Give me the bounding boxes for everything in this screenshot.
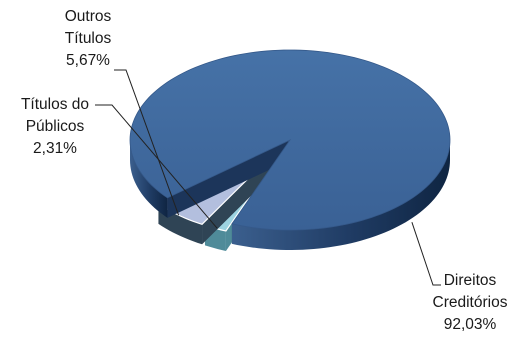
slice-label-line: Outros xyxy=(64,8,112,25)
slice-label-line: Públicos xyxy=(25,118,85,135)
leader-line-direitos xyxy=(411,222,441,286)
leader-line-outros-titulos xyxy=(114,69,180,216)
pie-slice-side xyxy=(130,140,168,218)
slices-layer xyxy=(129,49,451,251)
slice-label-direitos-creditorios: Direitos Creditórios 92,03% xyxy=(415,270,520,336)
slice-value-label: 5,67% xyxy=(66,52,110,69)
pie-slice-0 xyxy=(129,49,451,250)
pie-slice-top xyxy=(129,49,451,231)
pie-slice-side xyxy=(231,140,450,250)
slice-label-line: Direitos xyxy=(443,272,497,289)
slice-label-line: Creditórios xyxy=(432,294,508,311)
slice-value-label: 92,03% xyxy=(443,316,497,333)
leader-lines xyxy=(95,69,441,286)
slice-label-line: Títulos do xyxy=(20,96,90,113)
slice-label-line: Títulos xyxy=(64,30,112,47)
slice-label-outros-titulos: Outros Títulos 5,67% xyxy=(33,6,143,72)
leader-line-titulos-publicos xyxy=(95,104,218,229)
slice-value-label: 2,31% xyxy=(33,140,77,157)
pie-slice-wall xyxy=(167,140,290,218)
slice-label-titulos-publicos: Títulos do Públicos 2,31% xyxy=(0,94,110,160)
